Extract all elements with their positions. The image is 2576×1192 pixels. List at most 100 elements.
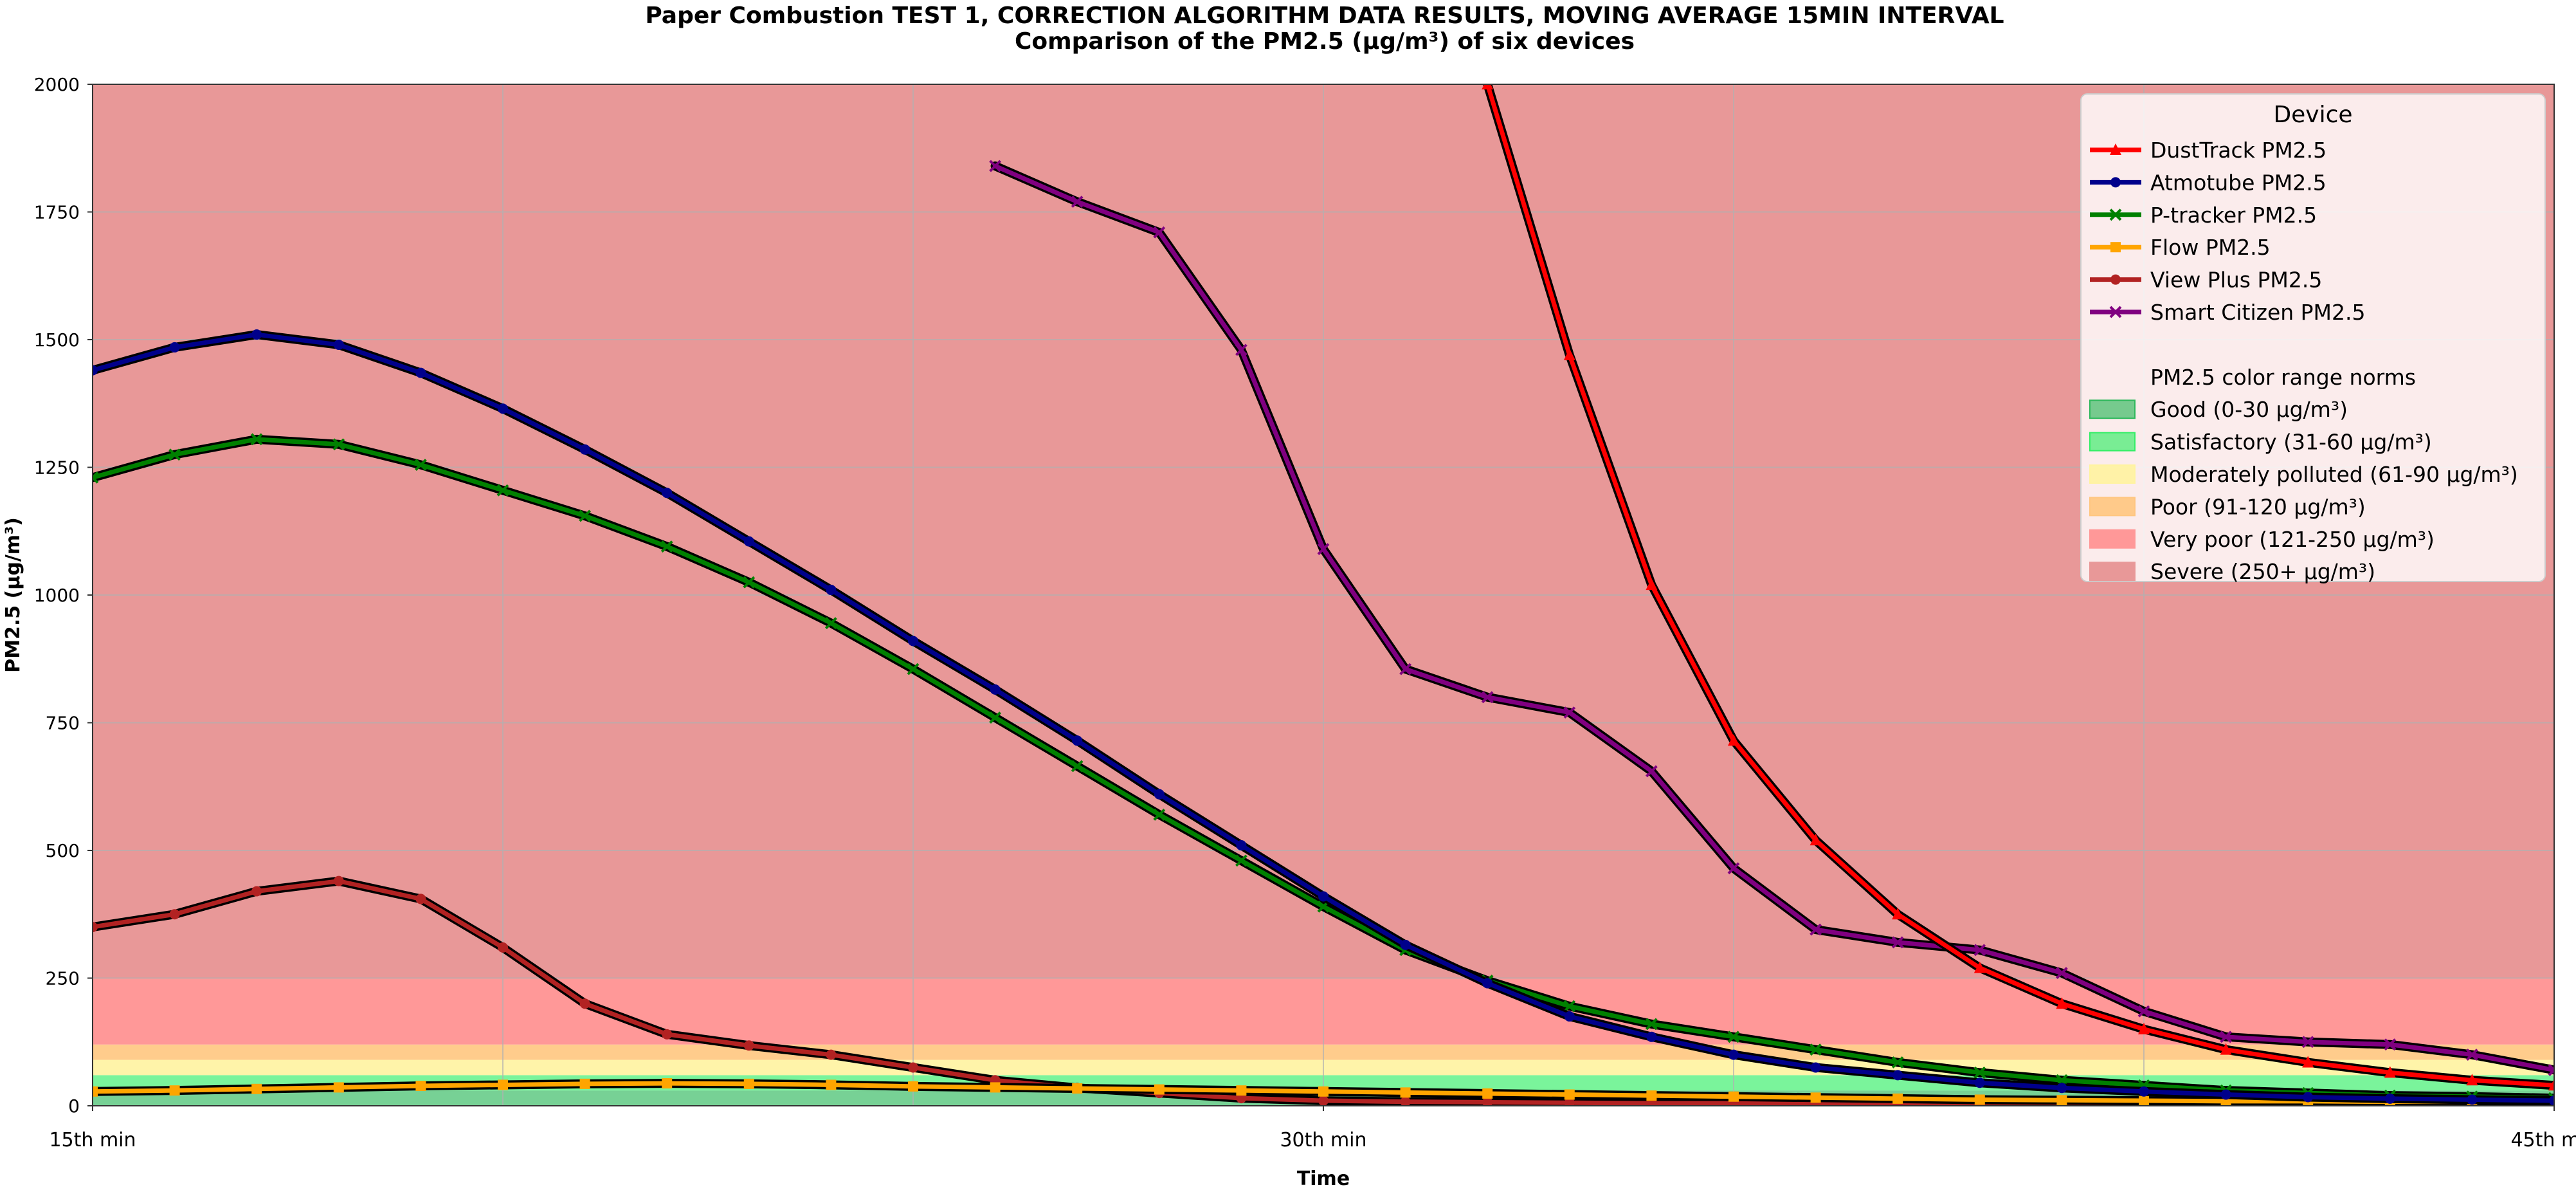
data-point (1973, 961, 1986, 973)
data-point (2465, 1049, 2478, 1061)
legend-band-swatch (2089, 432, 2136, 452)
data-point (1071, 196, 1084, 208)
y-tick-label: 1250 (34, 457, 80, 479)
data-point (2055, 967, 2068, 979)
data-point (1154, 1084, 1165, 1095)
data-point (1891, 1056, 1904, 1068)
data-point (415, 894, 426, 904)
legend-band-satisfactory-31-60-g-m: Satisfactory (31-60 µg/m³) (2089, 430, 2432, 455)
data-point (333, 339, 344, 350)
series-lines (93, 84, 2554, 1106)
data-point (1481, 691, 1494, 704)
data-point (1563, 348, 1575, 360)
data-point (1482, 84, 1494, 89)
data-point (1810, 923, 1822, 936)
data-point (250, 433, 263, 446)
data-point (908, 636, 918, 646)
legend-item-label: Flow PM2.5 (2150, 235, 2271, 260)
legend-item-p-tracker-pm2-5: P-tracker PM2.5 (2090, 203, 2317, 228)
data-point (662, 1078, 673, 1089)
chart-title: Paper Combustion TEST 1, CORRECTION ALGO… (645, 3, 2004, 29)
data-point (2549, 1096, 2554, 1106)
data-point (989, 711, 1002, 724)
legend-band-swatch (2089, 497, 2136, 517)
data-point (1153, 226, 1166, 239)
data-point (1810, 1092, 1821, 1103)
data-point (579, 1078, 590, 1089)
data-point (333, 1082, 344, 1093)
legend-band-label: Severe (250+ µg/m³) (2150, 559, 2375, 584)
data-point (579, 998, 590, 1009)
data-point (990, 684, 1001, 695)
data-point (333, 876, 344, 886)
data-point (1646, 578, 1658, 591)
legend-band-moderately-polluted-61-90-g-m: Moderately polluted (61-90 µg/m³) (2089, 462, 2518, 487)
data-point (1810, 1043, 1822, 1056)
x-tick-label: 45th min (2510, 1129, 2576, 1151)
data-point (2139, 1086, 2149, 1097)
data-point (743, 1078, 754, 1089)
data-point (2056, 1095, 2067, 1106)
legend: Device DustTrack PM2.5 Atmotube PM2.5 P-tra… (2080, 93, 2546, 584)
legend-band-very-poor-121-250-g-m: Very poor (121-250 µg/m³) (2089, 527, 2435, 552)
legend-item-label: P-tracker PM2.5 (2150, 203, 2317, 228)
legend-item-label: DustTrack PM2.5 (2150, 138, 2327, 163)
data-point (826, 1049, 837, 1060)
data-point (824, 617, 837, 630)
legend-band-label: Satisfactory (31-60 µg/m³) (2150, 430, 2432, 455)
data-point (1235, 854, 1247, 867)
data-point (169, 1085, 180, 1096)
data-point (1645, 765, 1658, 778)
data-point (1482, 978, 1493, 989)
data-point (1318, 1096, 1329, 1106)
data-point (1891, 936, 1904, 949)
data-point (1810, 1062, 1821, 1073)
data-point (1318, 1086, 1329, 1097)
x-tick-label: 30th min (1280, 1129, 1366, 1151)
legend-item-smart-citizen-pm2-5: Smart Citizen PM2.5 (2090, 300, 2366, 325)
y-tick-label: 2000 (34, 74, 80, 95)
data-point (1072, 735, 1083, 746)
data-point (1563, 1000, 1576, 1013)
legend-swatch-marker (2110, 177, 2121, 188)
data-point (1974, 1077, 1985, 1088)
data-point (1400, 1096, 1411, 1106)
legend-item-label: Atmotube PM2.5 (2150, 170, 2327, 195)
y-axis-ticks: 0 250 500 750 1000 1250 1500 1750 2000 (34, 74, 93, 1117)
data-point (498, 403, 508, 414)
data-point (1318, 891, 1329, 902)
data-point (169, 342, 180, 353)
data-point (1645, 1018, 1658, 1031)
data-point (989, 160, 1002, 172)
data-point (498, 1079, 508, 1090)
data-point (415, 367, 426, 378)
data-point (662, 488, 673, 499)
data-point (2384, 1066, 2396, 1078)
legend-item-label: Smart Citizen PM2.5 (2150, 300, 2366, 325)
chart-subtitle: Comparison of the PM2.5 (µg/m³) of six d… (1015, 28, 1635, 55)
data-point (826, 1079, 837, 1090)
data-point (2220, 1043, 2232, 1055)
data-point (908, 1081, 918, 1092)
legend-band-swatch (2089, 399, 2136, 419)
legend-band-label: Moderately polluted (61-90 µg/m³) (2150, 462, 2518, 487)
data-point (579, 444, 590, 455)
data-point (826, 585, 837, 596)
data-point (1400, 939, 1411, 950)
x-axis-ticks: 15th min 30th min 45th min (49, 1106, 2576, 1151)
data-point (414, 459, 427, 471)
data-point (2302, 1056, 2314, 1068)
y-tick-label: 750 (46, 713, 80, 734)
data-point (743, 576, 756, 589)
data-point (1482, 1088, 1493, 1099)
data-point (662, 1029, 673, 1040)
legend-band-label: Good (0-30 µg/m³) (2150, 397, 2348, 422)
series-dusttrack-pm2-5 (1482, 84, 2554, 1091)
data-point (2056, 997, 2068, 1009)
legend-title: Device (2273, 102, 2352, 128)
data-point (332, 438, 345, 451)
data-point (2056, 1083, 2067, 1094)
legend-norms-title: PM2.5 color range norms (2150, 365, 2416, 390)
data-point (1892, 908, 1904, 920)
